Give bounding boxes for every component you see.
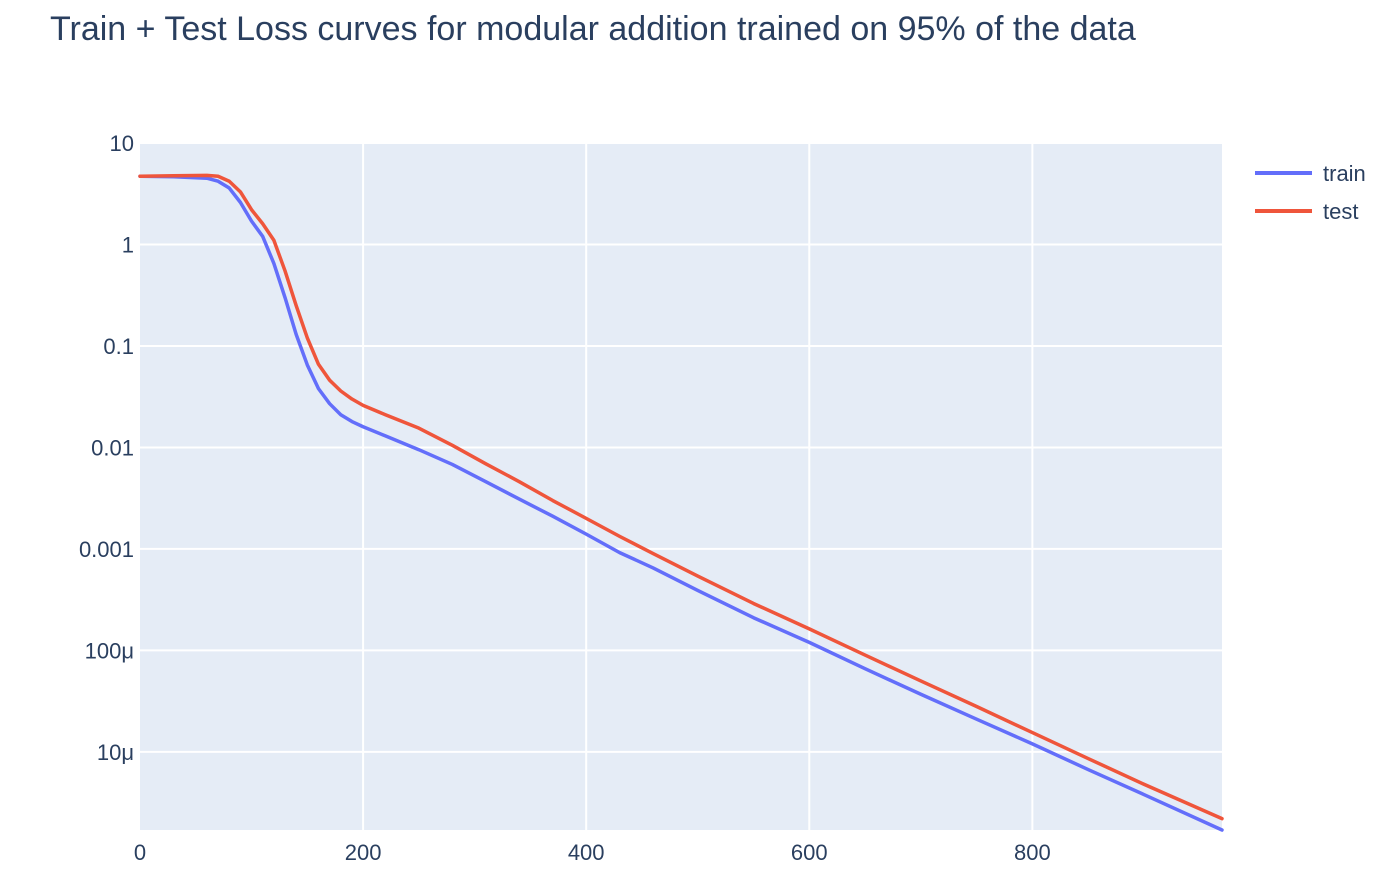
y-tick-label: 1	[122, 232, 134, 257]
legend-item-test[interactable]: test	[1255, 199, 1358, 224]
legend-item-train[interactable]: train	[1255, 161, 1366, 186]
axes: 0 200 400 600 800 10 1 0.1 0.01 0.001 100μ 10μ	[79, 131, 1051, 865]
grid-lines	[140, 142, 1222, 830]
y-tick-label: 100μ	[85, 638, 134, 663]
series-lines	[138, 173, 1224, 832]
y-tick-label: 10μ	[97, 740, 134, 765]
x-tick-label: 400	[568, 840, 605, 865]
legend[interactable]: train test	[1255, 161, 1366, 224]
x-tick-label: 200	[345, 840, 382, 865]
x-tick-label: 800	[1014, 840, 1051, 865]
x-tick-label: 0	[134, 840, 146, 865]
x-tick-label: 600	[791, 840, 828, 865]
series-line-train	[138, 174, 1224, 832]
legend-label: test	[1323, 199, 1358, 224]
legend-label: train	[1323, 161, 1366, 186]
chart-title: Train + Test Loss curves for modular add…	[50, 10, 1136, 48]
y-tick-label: 10	[110, 131, 134, 156]
y-tick-label: 0.01	[91, 435, 134, 460]
series-line-test	[138, 173, 1224, 821]
y-tick-label: 0.1	[103, 334, 134, 359]
y-tick-label: 0.001	[79, 537, 134, 562]
plot-area	[140, 143, 1222, 830]
